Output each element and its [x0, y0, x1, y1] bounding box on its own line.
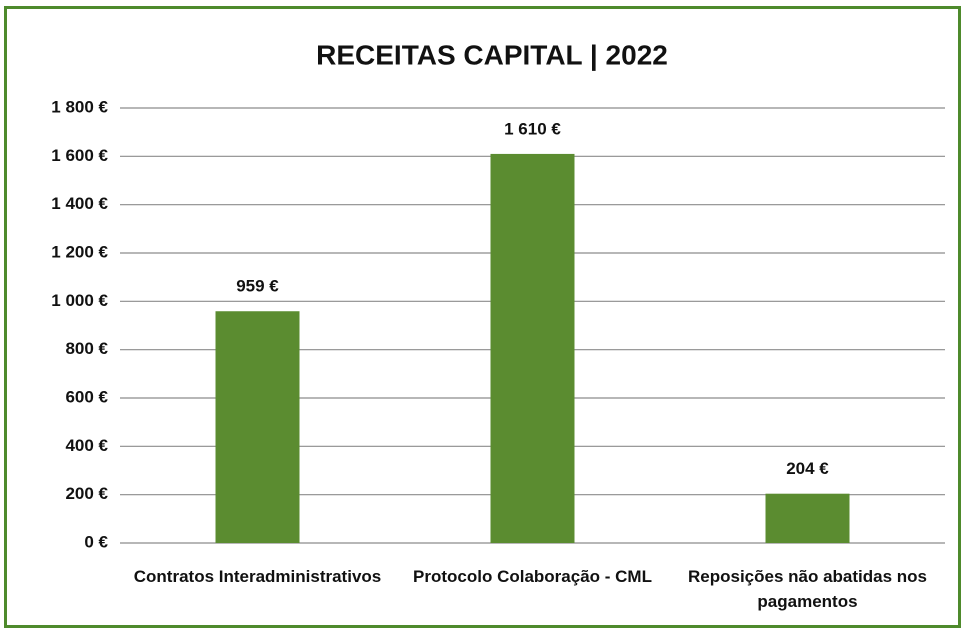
bar	[215, 311, 300, 543]
value-label: 204 €	[786, 459, 829, 478]
chart-title: RECEITAS CAPITAL | 2022	[316, 39, 668, 70]
y-tick-label: 1 600 €	[51, 146, 108, 165]
y-tick-label: 0 €	[84, 532, 108, 551]
x-tick-label: Reposições não abatidas nos pagamentos	[687, 567, 927, 611]
y-tick-label: 1 200 €	[51, 242, 108, 261]
y-tick-label: 1 400 €	[51, 194, 108, 213]
y-tick-label: 1 000 €	[51, 291, 108, 310]
x-tick-label: Contratos Interadministrativos	[133, 567, 382, 586]
y-tick-label: 1 800 €	[51, 97, 108, 116]
y-tick-label: 400 €	[65, 436, 108, 455]
bar	[765, 493, 850, 543]
value-label: 1 610 €	[504, 119, 561, 138]
value-label: 959 €	[236, 277, 279, 296]
chart-frame	[4, 6, 961, 628]
bar	[490, 153, 575, 543]
y-tick-label: 800 €	[65, 339, 108, 358]
y-tick-label: 600 €	[65, 387, 108, 406]
y-tick-label: 200 €	[65, 484, 108, 503]
x-tick-label: Protocolo Colaboração - CML	[413, 567, 652, 586]
